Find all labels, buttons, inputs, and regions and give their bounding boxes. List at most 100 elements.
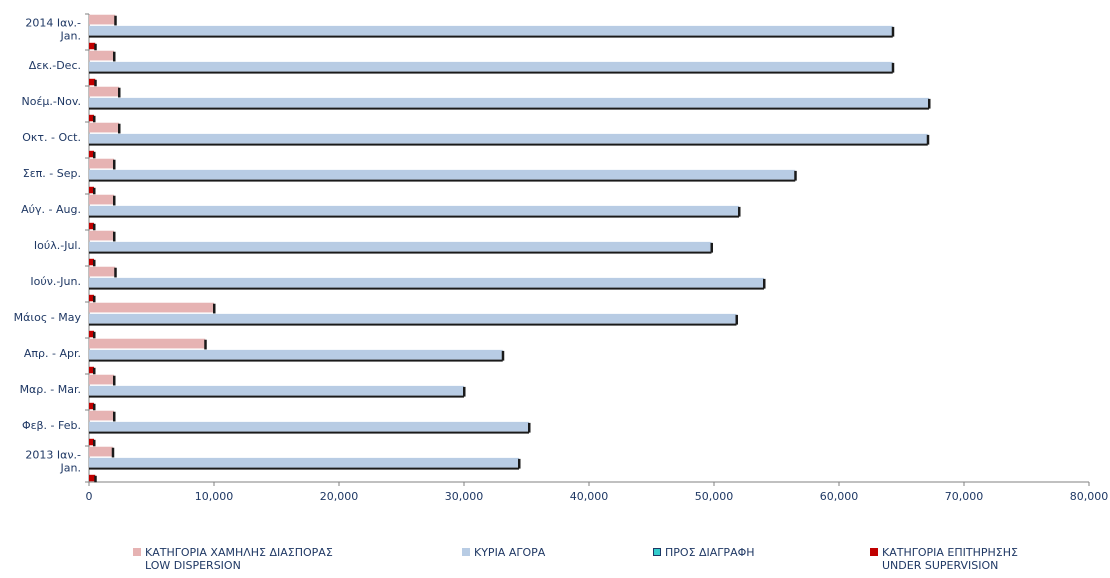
bar-under-supervision	[89, 294, 94, 302]
category-label: Αύγ. - Aug.	[21, 203, 81, 216]
bar-shadow	[763, 278, 766, 289]
x-tick-label: 20,000	[320, 490, 359, 503]
bar-shadow	[113, 375, 116, 386]
bar-low-dispersion	[89, 50, 114, 61]
bar-main-market	[89, 457, 519, 468]
category-label-line: Ιούν.-Jun.	[30, 275, 81, 288]
bar-shadow	[213, 303, 216, 314]
legend-label: ΚΑΤΗΓΟΡΙΑ ΧΑΜΗΛΗΣ ΔΙΑΣΠΟΡΑΣ LOW DISPERSI…	[145, 546, 333, 572]
category-label-line: 2013 Ιαν.-	[25, 449, 81, 462]
category-label: Οκτ. - Oct.	[22, 131, 81, 144]
bar-main-market	[89, 313, 737, 324]
bar-under-supervision	[89, 186, 94, 194]
bar-shadow	[93, 223, 96, 231]
x-tick-label: 30,000	[445, 490, 484, 503]
bar-shadow	[89, 143, 928, 146]
bar-main-market	[89, 25, 893, 36]
bar-shadow	[118, 123, 121, 134]
bar-under-supervision	[89, 78, 96, 86]
category-label-line: Σεπ. - Sep.	[23, 167, 81, 180]
legend-item-under-supervision: ΚΑΤΗΓΟΡΙΑ ΕΠΙΤΗΡΗΣΗΣ UNDER SUPERVISION	[870, 546, 1018, 572]
x-tick-label: 60,000	[820, 490, 859, 503]
bar-main-market	[89, 385, 464, 396]
bar-under-supervision	[89, 42, 96, 50]
category-label: Απρ. - Apr.	[24, 347, 81, 360]
bar-shadow	[710, 242, 713, 253]
bar-under-supervision	[89, 474, 96, 482]
x-tick-label: 80,000	[1070, 490, 1109, 503]
bar-shadow	[118, 87, 121, 98]
x-tick-label: 0	[86, 490, 93, 503]
category-label-line: 2014 Ιαν.-	[25, 17, 81, 30]
bar-main-market	[89, 61, 893, 72]
bar-low-dispersion	[89, 302, 214, 313]
bar-shadow	[113, 231, 116, 242]
bar-under-supervision	[89, 402, 94, 410]
bar-shadow	[926, 134, 930, 145]
bar-low-dispersion	[89, 14, 116, 25]
category-label: 2014 Ιαν.-Jan.	[25, 17, 81, 43]
category-label: Δεκ.-Dec.	[29, 59, 81, 72]
legend-label: ΚΑΤΗΓΟΡΙΑ ΕΠΙΤΗΡΗΣΗΣ UNDER SUPERVISION	[882, 546, 1018, 572]
bar-chart: 0 10,000 20,000 30,000 40,000 50,000 60,000 70,…	[14, 13, 1109, 503]
bar-under-supervision	[89, 366, 94, 374]
bar-shadow	[113, 195, 116, 206]
legend-swatch	[462, 548, 470, 556]
bar-shadow	[89, 107, 929, 110]
x-tick-label: 50,000	[695, 490, 734, 503]
bar-shadow	[94, 43, 97, 51]
bar-main-market	[89, 349, 503, 360]
bar-main-market	[89, 133, 928, 144]
bar-low-dispersion	[89, 338, 206, 349]
category-label-line: Αύγ. - Aug.	[21, 203, 81, 216]
bar-low-dispersion	[89, 86, 119, 97]
bar-under-supervision	[89, 330, 94, 338]
bar-shadow	[89, 359, 503, 362]
bar-shadow	[89, 35, 893, 38]
bar-under-supervision	[89, 114, 94, 122]
legend-label: ΚΥΡΙΑ ΑΓΟΡΑ	[474, 546, 546, 559]
bar-shadow	[794, 170, 797, 181]
category-label-line: Οκτ. - Oct.	[22, 131, 81, 144]
category-label-line: Φεβ. - Feb.	[22, 419, 81, 432]
bar-shadow	[93, 151, 96, 159]
category-label-line: Μάιος - May	[14, 311, 82, 324]
legend-swatch	[870, 548, 878, 556]
bar-shadow	[463, 386, 466, 397]
bar-shadow	[94, 79, 97, 87]
bar-shadow	[93, 403, 96, 411]
bar-shadow	[89, 251, 712, 254]
bar-shadow	[928, 98, 931, 109]
bar-shadow	[891, 26, 895, 37]
x-tick-label: 70,000	[945, 490, 984, 503]
x-tick-label: 10,000	[195, 490, 234, 503]
bar-shadow	[93, 295, 96, 303]
legend-swatch	[133, 548, 141, 556]
bar-shadow	[89, 431, 529, 434]
bar-low-dispersion	[89, 410, 114, 421]
legend-item-low-dispersion: ΚΑΤΗΓΟΡΙΑ ΧΑΜΗΛΗΣ ΔΙΑΣΠΟΡΑΣ LOW DISPERSI…	[133, 546, 333, 572]
bar-shadow	[528, 422, 531, 433]
category-label-line: Jan.	[60, 30, 81, 43]
bar-main-market	[89, 205, 739, 216]
bar-low-dispersion	[89, 446, 113, 457]
bar-shadow	[89, 71, 893, 74]
bar-main-market	[89, 169, 796, 180]
bar-shadow	[93, 367, 96, 375]
bar-shadow	[114, 267, 117, 278]
category-label-line: Jan.	[60, 462, 81, 475]
bar-shadow	[93, 115, 96, 123]
category-label: Φεβ. - Feb.	[22, 419, 81, 432]
category-label: 2013 Ιαν.-Jan.	[25, 449, 81, 475]
bar-shadow	[89, 179, 796, 182]
bar-shadow	[93, 331, 96, 339]
bar-shadow	[204, 339, 207, 350]
bar-low-dispersion	[89, 266, 116, 277]
bar-under-supervision	[89, 150, 94, 158]
category-label-line: Μαρ. - Mar.	[20, 383, 81, 396]
bar-shadow	[89, 287, 764, 290]
bar-shadow	[94, 475, 97, 483]
bar-shadow	[89, 215, 739, 218]
category-label: Νοέμ.-Nov.	[22, 95, 81, 108]
